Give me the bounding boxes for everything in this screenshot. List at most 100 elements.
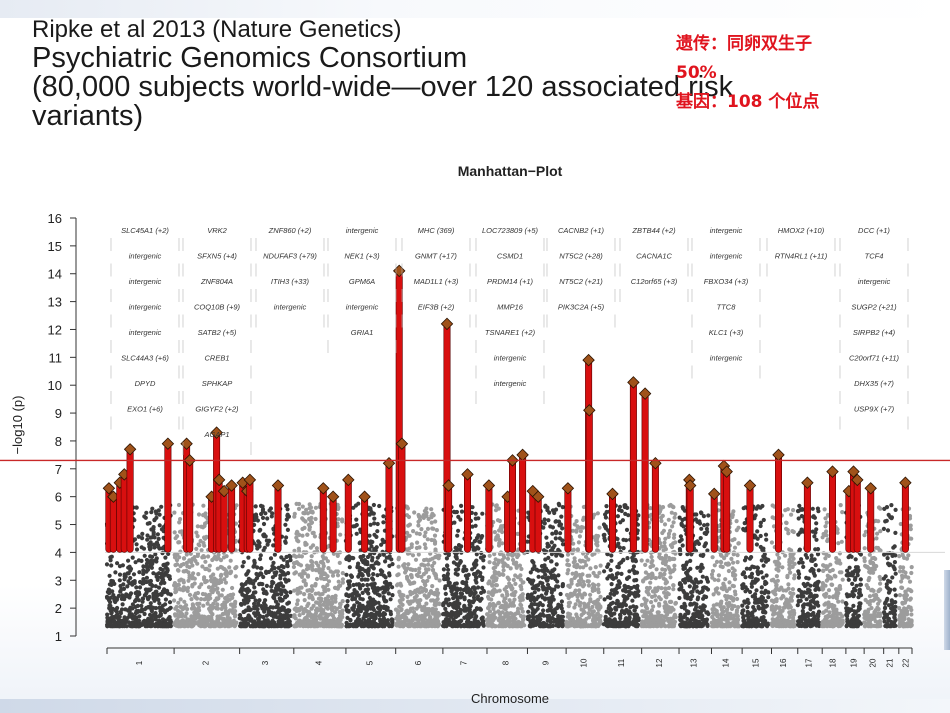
snp-point [199,618,204,623]
snp-point [244,593,249,598]
snp-point [446,567,451,572]
snp-point [270,511,275,516]
snp-point [173,587,178,592]
snp-point [145,566,150,571]
snp-point [152,623,157,628]
snp-point [149,608,154,614]
snp-point [446,553,451,558]
snp-point [510,622,515,627]
snp-point [579,612,584,618]
snp-point [306,624,311,629]
snp-point [672,567,677,572]
snp-point [208,624,213,629]
snp-point [217,614,222,619]
snp-point [430,526,435,531]
snp-point [464,568,469,573]
snp-point [401,612,407,617]
snp-point [372,599,378,605]
snp-point [230,595,235,601]
snp-point [366,617,372,622]
snp-point [201,622,207,627]
snp-point [374,545,379,550]
snp-point [649,600,654,605]
snp-point [178,620,183,625]
snp-point [463,573,468,578]
snp-point [292,588,297,593]
snp-point [592,601,598,606]
snp-point [178,610,183,615]
snp-point [272,552,277,557]
y-tick-label: 12 [48,322,62,337]
snp-point [583,624,588,629]
snp-point [606,606,611,611]
snp-point [276,565,281,571]
x-tick-label-chr-8: 8 [502,660,511,665]
snp-point [595,574,600,579]
snp-point [160,567,165,573]
snp-point [560,505,565,510]
snp-point [153,584,158,589]
title-line-subjects: (80,000 subjects world-wide—over 120 ass… [32,71,734,103]
snp-point [157,605,162,611]
snp-point [363,561,368,566]
x-tick-label-chr-6: 6 [414,660,423,665]
snp-point [199,597,204,602]
snp-point [462,615,467,620]
snp-point [581,579,586,584]
snp-point [663,600,668,605]
snp-point [552,567,557,572]
snp-point [351,505,356,510]
snp-point [619,571,624,577]
snp-point [157,601,162,606]
snp-point [556,573,561,578]
snp-point [105,615,110,620]
snp-point [643,576,648,581]
snp-point [421,623,426,628]
snp-point [576,540,582,545]
snp-point [497,537,502,543]
snp-point [566,563,572,568]
x-tick-label-chr-21: 21 [886,658,895,667]
snp-point [299,554,304,559]
snp-point [607,574,612,579]
snp-point [139,545,144,550]
snp-point [228,558,233,563]
snp-point [413,567,418,573]
snp-point [575,548,581,553]
snp-point [430,584,435,589]
snp-point [369,623,374,628]
snp-point [428,557,433,562]
snp-point [577,534,583,539]
snp-point [152,596,157,601]
snp-point [451,601,456,606]
snp-point [206,554,211,559]
snp-point [329,604,334,609]
snp-point [340,608,345,613]
snp-point [644,613,649,619]
snp-point [309,554,314,559]
snp-point [593,614,598,620]
snp-point [511,616,516,621]
snp-point [459,509,465,514]
snp-point [406,599,411,604]
snp-point [556,614,561,619]
snp-point [419,527,424,532]
snp-point [505,593,510,598]
snp-point [668,528,673,533]
chart-title: Manhattan−Plot [458,163,563,179]
snp-point [617,545,622,550]
snp-point [435,555,440,560]
snp-point [195,524,200,529]
snp-point [578,529,584,534]
snp-point [187,592,193,598]
snp-point [619,508,624,514]
snp-point [309,606,314,611]
snp-point [201,503,206,508]
snp-point [663,536,668,541]
snp-point [202,543,207,548]
snp-point [598,614,603,619]
snp-point [275,592,280,597]
snp-point [325,618,330,623]
snp-point [115,612,120,617]
snp-point [388,612,393,617]
